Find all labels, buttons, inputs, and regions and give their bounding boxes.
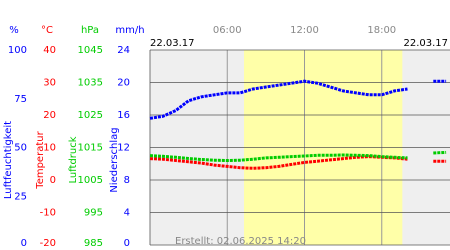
y-tick-label: 0 [50, 175, 56, 186]
y-tick-label: 40 [43, 45, 56, 56]
y-tick-label: 8 [124, 175, 130, 186]
x-tick-label: 12:00 [290, 25, 319, 36]
y-tick-label: 16 [117, 110, 130, 121]
y-tick-label: 0 [21, 238, 27, 249]
footer: Erstellt: 02.06.2025 14:20 [175, 236, 306, 247]
y-tick-label: -20 [40, 238, 56, 249]
date-left: 22.03.17 [150, 38, 195, 49]
y-tick-label: 1005 [78, 175, 103, 186]
axis-title: Luftfeuchtigkeit [3, 121, 14, 199]
axis-unit: mm/h [115, 25, 144, 36]
axis-title: Niederschlag [109, 127, 120, 192]
axis-title: Temperatur [35, 130, 46, 189]
axis-unit: °C [41, 25, 53, 36]
y-tick-label: 30 [43, 78, 56, 89]
y-tick-label: 24 [117, 45, 130, 56]
x-tick-label: 06:00 [213, 25, 242, 36]
axis-unit: hPa [81, 25, 99, 36]
axis-title: Luftdruck [68, 136, 79, 183]
y-tick-label: 4 [124, 208, 130, 219]
x-tick-label: 18:00 [367, 25, 396, 36]
axis-unit: % [9, 25, 19, 36]
y-tick-label: 50 [14, 143, 27, 154]
y-tick-label: 12 [117, 143, 130, 154]
series-line [149, 79, 447, 120]
series-line [149, 155, 447, 170]
y-tick-label: 20 [117, 78, 130, 89]
y-tick-label: 75 [14, 94, 27, 105]
y-tick-label: 25 [14, 191, 27, 202]
y-tick-label: 1035 [78, 78, 103, 89]
y-tick-label: -10 [40, 208, 56, 219]
y-tick-label: 1015 [78, 143, 103, 154]
y-tick-label: 100 [8, 45, 27, 56]
y-tick-label: 985 [84, 238, 103, 249]
y-tick-label: 995 [84, 208, 103, 219]
y-tick-label: 0 [124, 238, 130, 249]
date-right: 22.03.17 [403, 38, 448, 49]
y-tick-label: 10 [43, 143, 56, 154]
y-tick-label: 1025 [78, 110, 103, 121]
series-line [149, 150, 447, 163]
y-tick-label: 20 [43, 110, 56, 121]
y-tick-label: 1045 [78, 45, 103, 56]
